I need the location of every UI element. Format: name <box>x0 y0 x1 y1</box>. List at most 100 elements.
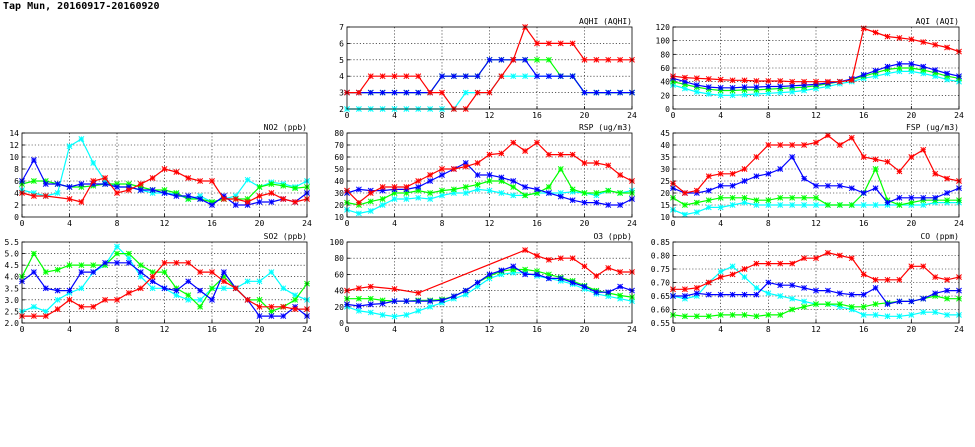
data-point <box>581 283 588 290</box>
data-point <box>557 193 564 200</box>
data-point <box>729 170 736 177</box>
data-point <box>439 192 445 199</box>
data-point <box>197 196 204 202</box>
data-point <box>813 139 819 146</box>
data-point <box>209 199 215 205</box>
plot-background <box>673 242 959 323</box>
data-point <box>173 169 180 175</box>
data-point <box>848 291 855 298</box>
data-point <box>681 85 688 92</box>
data-point <box>908 65 915 71</box>
data-point <box>765 279 772 286</box>
data-point <box>268 313 275 320</box>
x-tick-label: 16 <box>859 111 869 120</box>
y-tick-label: 25 <box>660 177 670 186</box>
y-tick-label: 0 <box>665 105 670 114</box>
data-point <box>474 279 481 286</box>
data-point <box>66 143 73 150</box>
data-point <box>872 29 879 36</box>
data-point <box>391 286 398 292</box>
data-point <box>908 154 915 160</box>
data-point <box>379 187 386 194</box>
data-point <box>498 174 505 181</box>
x-tick-label: 8 <box>440 111 445 120</box>
data-point <box>427 303 434 310</box>
data-point <box>789 194 796 201</box>
data-point <box>617 190 624 196</box>
x-tick-label: 12 <box>811 325 821 334</box>
data-point <box>557 40 564 47</box>
data-point <box>753 84 760 91</box>
x-tick-label: 20 <box>580 325 590 334</box>
x-tick-label: 8 <box>440 325 445 334</box>
data-point <box>149 175 156 181</box>
data-point <box>522 56 529 63</box>
data-point <box>462 184 469 190</box>
data-point <box>161 190 168 196</box>
data-point <box>741 266 748 272</box>
data-point <box>427 178 434 184</box>
data-point <box>42 269 49 276</box>
data-point <box>593 190 600 196</box>
data-point <box>415 184 422 190</box>
data-point <box>824 301 831 308</box>
data-point <box>510 266 517 273</box>
x-tick-label: 4 <box>718 219 723 228</box>
data-point <box>474 283 481 290</box>
data-point <box>149 190 156 196</box>
data-point <box>836 290 843 297</box>
data-point <box>741 274 748 281</box>
data-point <box>617 172 624 178</box>
y-tick-label: 20 <box>334 303 344 312</box>
data-point <box>729 202 736 208</box>
x-tick-label: 4 <box>392 219 397 228</box>
data-point <box>581 89 588 96</box>
plot-background <box>673 27 959 109</box>
data-point <box>824 249 831 256</box>
data-point <box>944 175 951 182</box>
data-point <box>427 196 434 202</box>
x-tick-label: 16 <box>532 111 542 120</box>
data-point <box>569 279 576 286</box>
data-point <box>569 151 576 158</box>
data-point <box>729 271 736 278</box>
data-point <box>705 84 712 91</box>
data-point <box>78 269 85 276</box>
data-point <box>292 185 299 192</box>
data-point <box>185 278 192 285</box>
data-point <box>605 89 612 96</box>
data-point <box>244 176 251 183</box>
data-point <box>824 287 831 294</box>
data-point <box>705 279 712 286</box>
data-point <box>522 247 529 254</box>
plot-frame <box>346 26 633 110</box>
data-point <box>753 86 760 93</box>
data-point <box>355 199 362 206</box>
data-point <box>717 274 724 281</box>
data-point <box>860 291 867 298</box>
data-point <box>681 81 688 88</box>
data-point <box>30 178 37 184</box>
data-point <box>908 60 915 67</box>
data-point <box>280 313 287 320</box>
data-point <box>765 83 772 90</box>
y-tick-label: 30 <box>660 165 670 174</box>
data-point <box>908 311 915 318</box>
x-tick-label: 12 <box>160 219 170 228</box>
x-tick-label: 0 <box>671 111 676 120</box>
data-point <box>54 306 61 313</box>
data-point <box>705 291 712 298</box>
data-point <box>860 71 867 78</box>
x-tick-label: 16 <box>207 325 217 334</box>
y-tick-label: 80 <box>660 50 670 59</box>
data-point <box>824 78 831 85</box>
data-point <box>813 301 819 308</box>
data-point <box>185 196 192 202</box>
chart-title: NO2 (ppb) <box>264 123 307 132</box>
data-point <box>765 86 772 93</box>
y-tick-label: 0.85 <box>651 238 670 247</box>
data-point <box>884 199 891 206</box>
data-point <box>944 44 951 51</box>
data-point <box>717 170 724 177</box>
x-tick-label: 20 <box>907 325 917 334</box>
